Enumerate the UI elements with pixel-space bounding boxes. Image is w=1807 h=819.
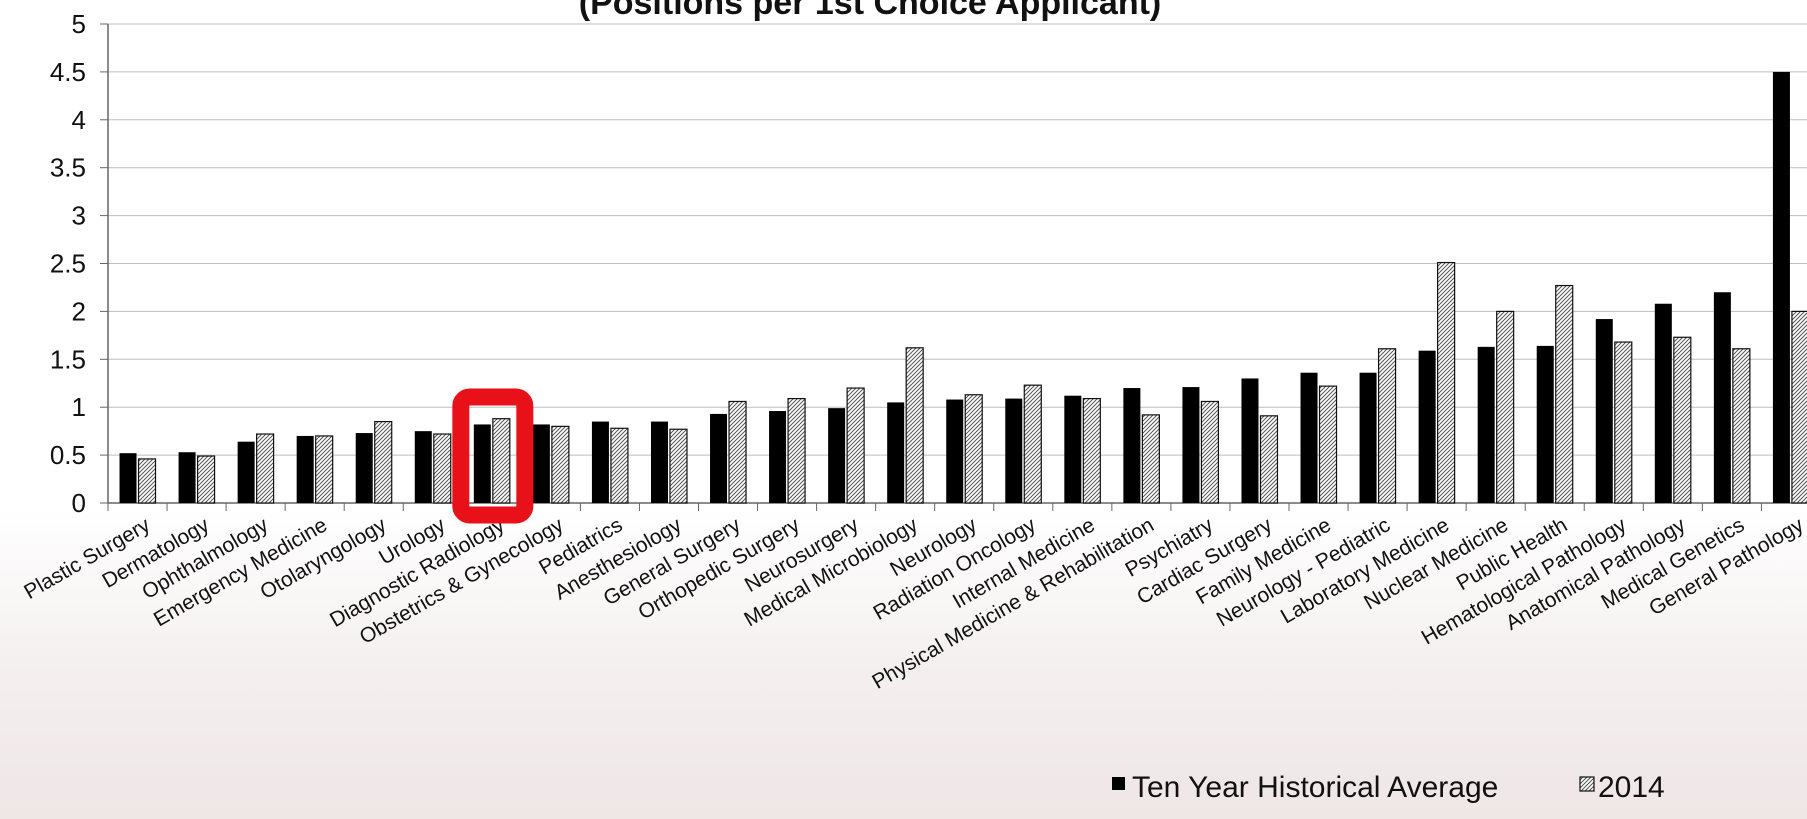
y-tick-label: 5: [72, 9, 86, 39]
bar-2014: [256, 433, 275, 504]
bar-historical-average: [1241, 378, 1259, 503]
chart-title: (Positions per 1st Choice Applicant): [579, 0, 1161, 22]
bar-historical-average: [769, 411, 787, 503]
bar-2014: [1023, 384, 1042, 504]
bar-historical-average: [1064, 395, 1082, 503]
bar-historical-average: [1182, 387, 1200, 503]
bar-2014: [196, 455, 216, 504]
y-tick-label: 1: [72, 392, 86, 422]
bar-historical-average: [1300, 372, 1318, 503]
bar-historical-average: [1536, 345, 1554, 503]
y-tick-label: 4: [72, 105, 86, 135]
bar-historical-average: [237, 441, 255, 503]
bar-historical-average: [1772, 71, 1790, 504]
y-tick-label: 4.5: [50, 57, 86, 87]
y-tick-label: 2: [72, 296, 86, 326]
bar-2014: [315, 435, 334, 504]
bar-historical-average: [1654, 303, 1672, 503]
y-tick-label: 3.5: [50, 153, 86, 183]
y-tick-label: 0: [72, 488, 86, 518]
bar-2014: [1496, 310, 1515, 504]
bar-2014: [1141, 414, 1160, 504]
bar-2014: [1200, 400, 1220, 504]
bar-historical-average: [1477, 346, 1495, 503]
bar-historical-average: [828, 408, 846, 503]
bar-2014: [610, 427, 629, 504]
legend-label-2014: 2014: [1598, 771, 1665, 804]
bar-historical-average: [946, 399, 964, 503]
bar-2014: [964, 394, 983, 504]
bar-historical-average: [355, 433, 373, 503]
bar-2014: [1614, 341, 1633, 504]
bar-historical-average: [178, 452, 196, 503]
bar-2014: [1673, 336, 1692, 504]
y-tick-label: 2.5: [50, 249, 86, 279]
bar-historical-average: [1418, 350, 1436, 503]
bar-historical-average: [710, 413, 728, 503]
bar-2014: [551, 425, 570, 504]
bar-2014: [1082, 397, 1101, 504]
bar-historical-average: [591, 421, 609, 503]
bar-2014: [1732, 348, 1751, 504]
y-tick-label: 1.5: [50, 344, 86, 374]
bar-2014: [728, 400, 747, 504]
bar-2014: [433, 433, 452, 504]
bar-2014: [137, 458, 157, 504]
bar-historical-average: [414, 431, 432, 503]
bar-2014: [1791, 310, 1807, 504]
bar-2014: [1377, 348, 1397, 504]
bar-historical-average: [296, 435, 314, 503]
bar-historical-average: [1123, 388, 1141, 503]
bar-2014: [1555, 284, 1574, 504]
bar-2014: [1437, 261, 1456, 504]
bar-2014: [1318, 385, 1338, 504]
bar-2014: [669, 428, 688, 504]
y-tick-label: 0.5: [50, 440, 86, 470]
y-tick-label: 3: [72, 201, 86, 231]
bar-2014: [846, 387, 865, 504]
bar-historical-average: [532, 424, 550, 503]
bar-historical-average: [1005, 398, 1023, 503]
bar-historical-average: [1595, 319, 1613, 503]
legend-label-historical-average: Ten Year Historical Average: [1132, 771, 1498, 804]
bar-historical-average: [119, 453, 137, 503]
bar-historical-average: [1713, 292, 1731, 503]
bar-2014: [1259, 415, 1279, 504]
legend-swatch-historical-average: [1112, 777, 1125, 790]
highlight-box: [452, 388, 534, 524]
bar-historical-average: [650, 421, 668, 503]
bar-2014: [492, 418, 511, 504]
legend-swatch-2014: [1579, 776, 1595, 792]
bar-historical-average: [473, 424, 491, 503]
bar-2014: [374, 420, 393, 504]
bar-historical-average: [1359, 372, 1377, 503]
bar-2014: [787, 397, 806, 504]
bar-2014: [905, 347, 924, 504]
bar-historical-average: [887, 402, 905, 503]
